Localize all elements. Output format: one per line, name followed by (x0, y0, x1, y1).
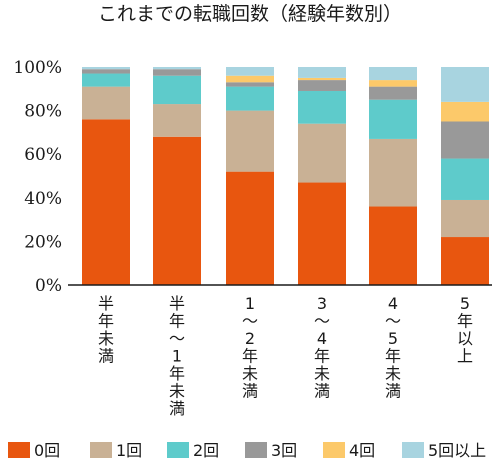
bar-segment-0 (369, 206, 417, 285)
bar-segment-4 (369, 80, 417, 87)
bar-segment-0 (298, 182, 346, 285)
y-tick-label: 60% (24, 145, 62, 165)
bar-segment-5 (441, 67, 489, 102)
bar-segment-5 (82, 67, 130, 70)
bar-segment-4 (441, 101, 489, 122)
legend-label: 5回以上 (428, 441, 486, 460)
bar-segment-5 (153, 67, 201, 70)
legend-swatch (402, 442, 424, 458)
legend-swatch (90, 442, 112, 458)
bar-segment-2 (153, 75, 201, 105)
legend-label: 4回 (349, 441, 375, 460)
legend: 0回 1回 2回 3回 4回 5回以上 (8, 441, 486, 460)
bar-segment-0 (226, 171, 274, 285)
bar-segment-0 (82, 119, 130, 285)
bars (82, 67, 489, 285)
bar-segment-1 (369, 138, 417, 207)
bar-segment-5 (226, 67, 274, 76)
y-tick-label: 20% (24, 232, 62, 252)
bar-segment-1 (441, 199, 489, 238)
chart-title: これまでの転職回数（経験年数別） (98, 3, 402, 25)
bar-segment-3 (226, 82, 274, 87)
legend-swatch (245, 442, 267, 458)
bar-segment-0 (441, 237, 489, 285)
bar-segment-3 (441, 121, 489, 159)
legend-swatch (323, 442, 345, 458)
y-tick-label: 80% (24, 102, 62, 122)
x-category-label: 半年未満 (98, 294, 114, 366)
x-category-label: 1 ～ 2 年未満 (242, 294, 258, 401)
legend-label: 3回 (271, 441, 297, 460)
bar-segment-2 (369, 99, 417, 139)
bar-segment-0 (153, 136, 201, 285)
bar-segment-3 (82, 69, 130, 74)
y-tick-label: 0% (35, 276, 62, 296)
legend-swatch (167, 442, 189, 458)
bar-segment-5 (369, 67, 417, 81)
bar-segment-2 (226, 86, 274, 111)
bar-segment-4 (298, 77, 346, 81)
bar-segment-2 (298, 90, 346, 124)
x-category-label: 5 年以上 (457, 294, 473, 366)
bar-segment-1 (153, 104, 201, 137)
y-tick-label: 40% (24, 189, 62, 209)
bar-segment-2 (82, 73, 130, 87)
legend-label: 0回 (34, 441, 60, 460)
legend-label: 1回 (116, 441, 142, 460)
x-category-label: 半年～ 1 年未満 (169, 294, 185, 418)
bar-segment-5 (298, 67, 346, 78)
bar-segment-4 (226, 75, 274, 83)
bar-segment-3 (369, 86, 417, 100)
y-axis-ticks: 0% 20% 40% 60% 80% 100% (13, 58, 62, 296)
bar-segment-1 (298, 123, 346, 183)
legend-swatch (8, 442, 30, 458)
legend-label: 2回 (193, 441, 219, 460)
x-category-label: 3 ～ 4 年未満 (314, 294, 330, 401)
bar-segment-1 (226, 110, 274, 172)
bar-segment-2 (441, 158, 489, 200)
x-axis-categories: 半年未満 半年～ 1 年未満 1 ～ 2 年未満 3 ～ 4 年未満 4 ～ 5 年未満 5 年以上 (98, 294, 473, 418)
x-category-label: 4 ～ 5 年未満 (385, 294, 401, 401)
bar-segment-3 (298, 80, 346, 91)
bar-segment-1 (82, 86, 130, 120)
bar-segment-3 (153, 69, 201, 76)
y-tick-label: 100% (13, 58, 62, 78)
